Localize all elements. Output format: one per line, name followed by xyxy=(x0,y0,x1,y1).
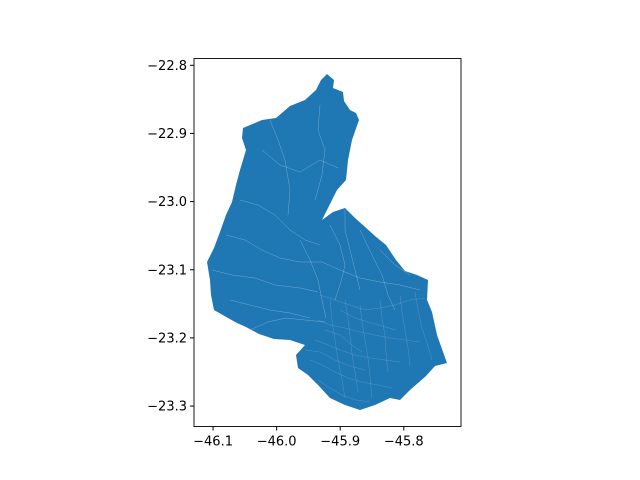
y-tick-label: −22.9 xyxy=(147,127,187,142)
x-tick-label: −46.0 xyxy=(257,435,297,450)
axes-frame xyxy=(193,58,462,427)
x-tick-label: −45.8 xyxy=(384,435,424,450)
y-tick-label: −23.3 xyxy=(147,400,187,415)
x-tick-label: −46.1 xyxy=(193,435,233,450)
y-axis: −22.8 −22.9 −23.0 −23.1 −23.2 −23.3 xyxy=(147,59,194,415)
x-axis: −46.1 −46.0 −45.9 −45.8 xyxy=(193,426,424,450)
district-borders xyxy=(211,104,433,403)
map-region xyxy=(207,74,447,410)
y-tick-label: −23.0 xyxy=(147,195,187,210)
x-tick-label: −45.9 xyxy=(320,435,360,450)
y-tick-label: −22.8 xyxy=(147,59,187,74)
y-tick-label: −23.2 xyxy=(147,331,187,346)
y-tick-label: −23.1 xyxy=(147,263,187,278)
region-polygon xyxy=(207,74,447,410)
